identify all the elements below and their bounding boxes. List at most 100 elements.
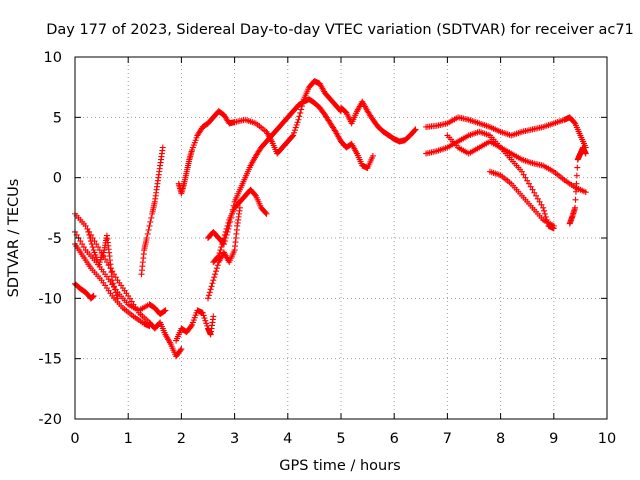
data-marks bbox=[72, 78, 589, 360]
x-tick-label: 0 bbox=[70, 431, 79, 447]
data-point bbox=[224, 222, 231, 229]
y-tick-label: 10 bbox=[44, 50, 62, 66]
data-point bbox=[144, 230, 151, 237]
data-point bbox=[205, 292, 212, 299]
data-point bbox=[212, 268, 219, 275]
series-track-8 bbox=[175, 78, 344, 197]
data-point bbox=[206, 289, 213, 296]
axis-ticks bbox=[74, 56, 608, 420]
data-point bbox=[573, 180, 580, 187]
series-track-5 bbox=[85, 228, 121, 302]
x-tick-label: 4 bbox=[283, 431, 292, 447]
y-tick-label: 5 bbox=[53, 110, 62, 126]
data-point bbox=[217, 247, 224, 254]
series-track-17 bbox=[486, 168, 557, 229]
data-point bbox=[161, 308, 168, 315]
x-tick-label: 6 bbox=[390, 431, 399, 447]
y-tick-label: 0 bbox=[53, 171, 62, 187]
data-point bbox=[540, 204, 547, 211]
data-point bbox=[85, 228, 92, 235]
data-point bbox=[90, 292, 97, 299]
data-point bbox=[524, 177, 531, 184]
data-point bbox=[210, 313, 217, 320]
series-track-10 bbox=[210, 186, 270, 266]
data-point bbox=[188, 323, 195, 330]
data-point bbox=[573, 172, 580, 179]
data-point bbox=[109, 277, 116, 284]
data-point bbox=[214, 262, 221, 269]
data-point bbox=[572, 188, 579, 195]
y-tick-label: -20 bbox=[38, 412, 62, 428]
series-track-7 bbox=[173, 307, 217, 344]
data-point bbox=[216, 250, 223, 257]
y-axis-label: SDTVAR / TECUs bbox=[6, 179, 22, 298]
data-point bbox=[110, 280, 117, 287]
data-point bbox=[103, 259, 110, 266]
data-point bbox=[77, 238, 84, 245]
data-point bbox=[550, 222, 557, 229]
data-point bbox=[89, 244, 96, 251]
data-point bbox=[525, 180, 532, 187]
data-point bbox=[582, 150, 589, 157]
data-point bbox=[200, 312, 207, 319]
data-point bbox=[87, 235, 94, 241]
data-point bbox=[177, 347, 184, 354]
series-track-16 bbox=[444, 132, 589, 196]
y-tick-label: -15 bbox=[38, 352, 62, 368]
x-tick-label: 9 bbox=[549, 431, 558, 447]
data-point bbox=[222, 228, 229, 235]
data-point bbox=[527, 183, 534, 190]
x-tick-label: 1 bbox=[124, 431, 133, 447]
data-point bbox=[207, 286, 214, 293]
series-track-3 bbox=[72, 280, 97, 302]
series-track-18 bbox=[566, 144, 589, 227]
data-point bbox=[572, 204, 579, 211]
data-point bbox=[147, 218, 154, 225]
x-axis-label: GPS time / hours bbox=[279, 458, 400, 474]
chart-title: Day 177 of 2023, Sidereal Day-to-day VTE… bbox=[46, 22, 634, 38]
data-point bbox=[251, 191, 258, 198]
x-tick-labels: 0 1 2 3 4 5 6 7 8 9 10 bbox=[70, 431, 616, 447]
data-point bbox=[211, 274, 218, 281]
data-point bbox=[86, 231, 93, 238]
data-point bbox=[520, 171, 527, 178]
series-track-9 bbox=[205, 96, 344, 248]
series-track-13 bbox=[338, 138, 376, 172]
data-point bbox=[291, 129, 298, 136]
data-point bbox=[571, 119, 578, 126]
data-point bbox=[84, 225, 91, 232]
data-point bbox=[529, 186, 536, 193]
data-point bbox=[209, 280, 216, 287]
data-point bbox=[542, 213, 549, 220]
data-point bbox=[294, 119, 301, 126]
data-point bbox=[220, 238, 227, 245]
x-tick-label: 8 bbox=[496, 431, 505, 447]
data-point bbox=[146, 222, 153, 229]
data-point bbox=[112, 274, 119, 281]
data-point bbox=[369, 152, 376, 159]
data-point bbox=[102, 256, 109, 263]
data-point bbox=[412, 126, 419, 133]
x-tick-label: 7 bbox=[443, 431, 452, 447]
y-tick-label: -5 bbox=[48, 231, 62, 247]
data-point bbox=[236, 204, 243, 211]
data-point bbox=[208, 283, 215, 290]
data-point bbox=[143, 235, 150, 241]
data-point bbox=[574, 164, 581, 171]
series-track-12 bbox=[338, 98, 419, 145]
y-tick-labels: -20 -15 -10 -5 0 5 10 bbox=[38, 50, 62, 428]
data-point bbox=[225, 219, 232, 226]
x-tick-label: 10 bbox=[598, 431, 616, 447]
data-point bbox=[533, 192, 540, 199]
data-point bbox=[80, 244, 87, 251]
data-point bbox=[262, 209, 269, 216]
series-track-6 bbox=[138, 144, 166, 278]
data-point bbox=[213, 265, 220, 272]
data-point bbox=[223, 225, 230, 232]
data-point bbox=[87, 238, 94, 245]
data-point bbox=[199, 309, 206, 316]
data-point bbox=[202, 317, 209, 324]
data-point bbox=[113, 292, 120, 299]
data-point bbox=[289, 133, 296, 140]
